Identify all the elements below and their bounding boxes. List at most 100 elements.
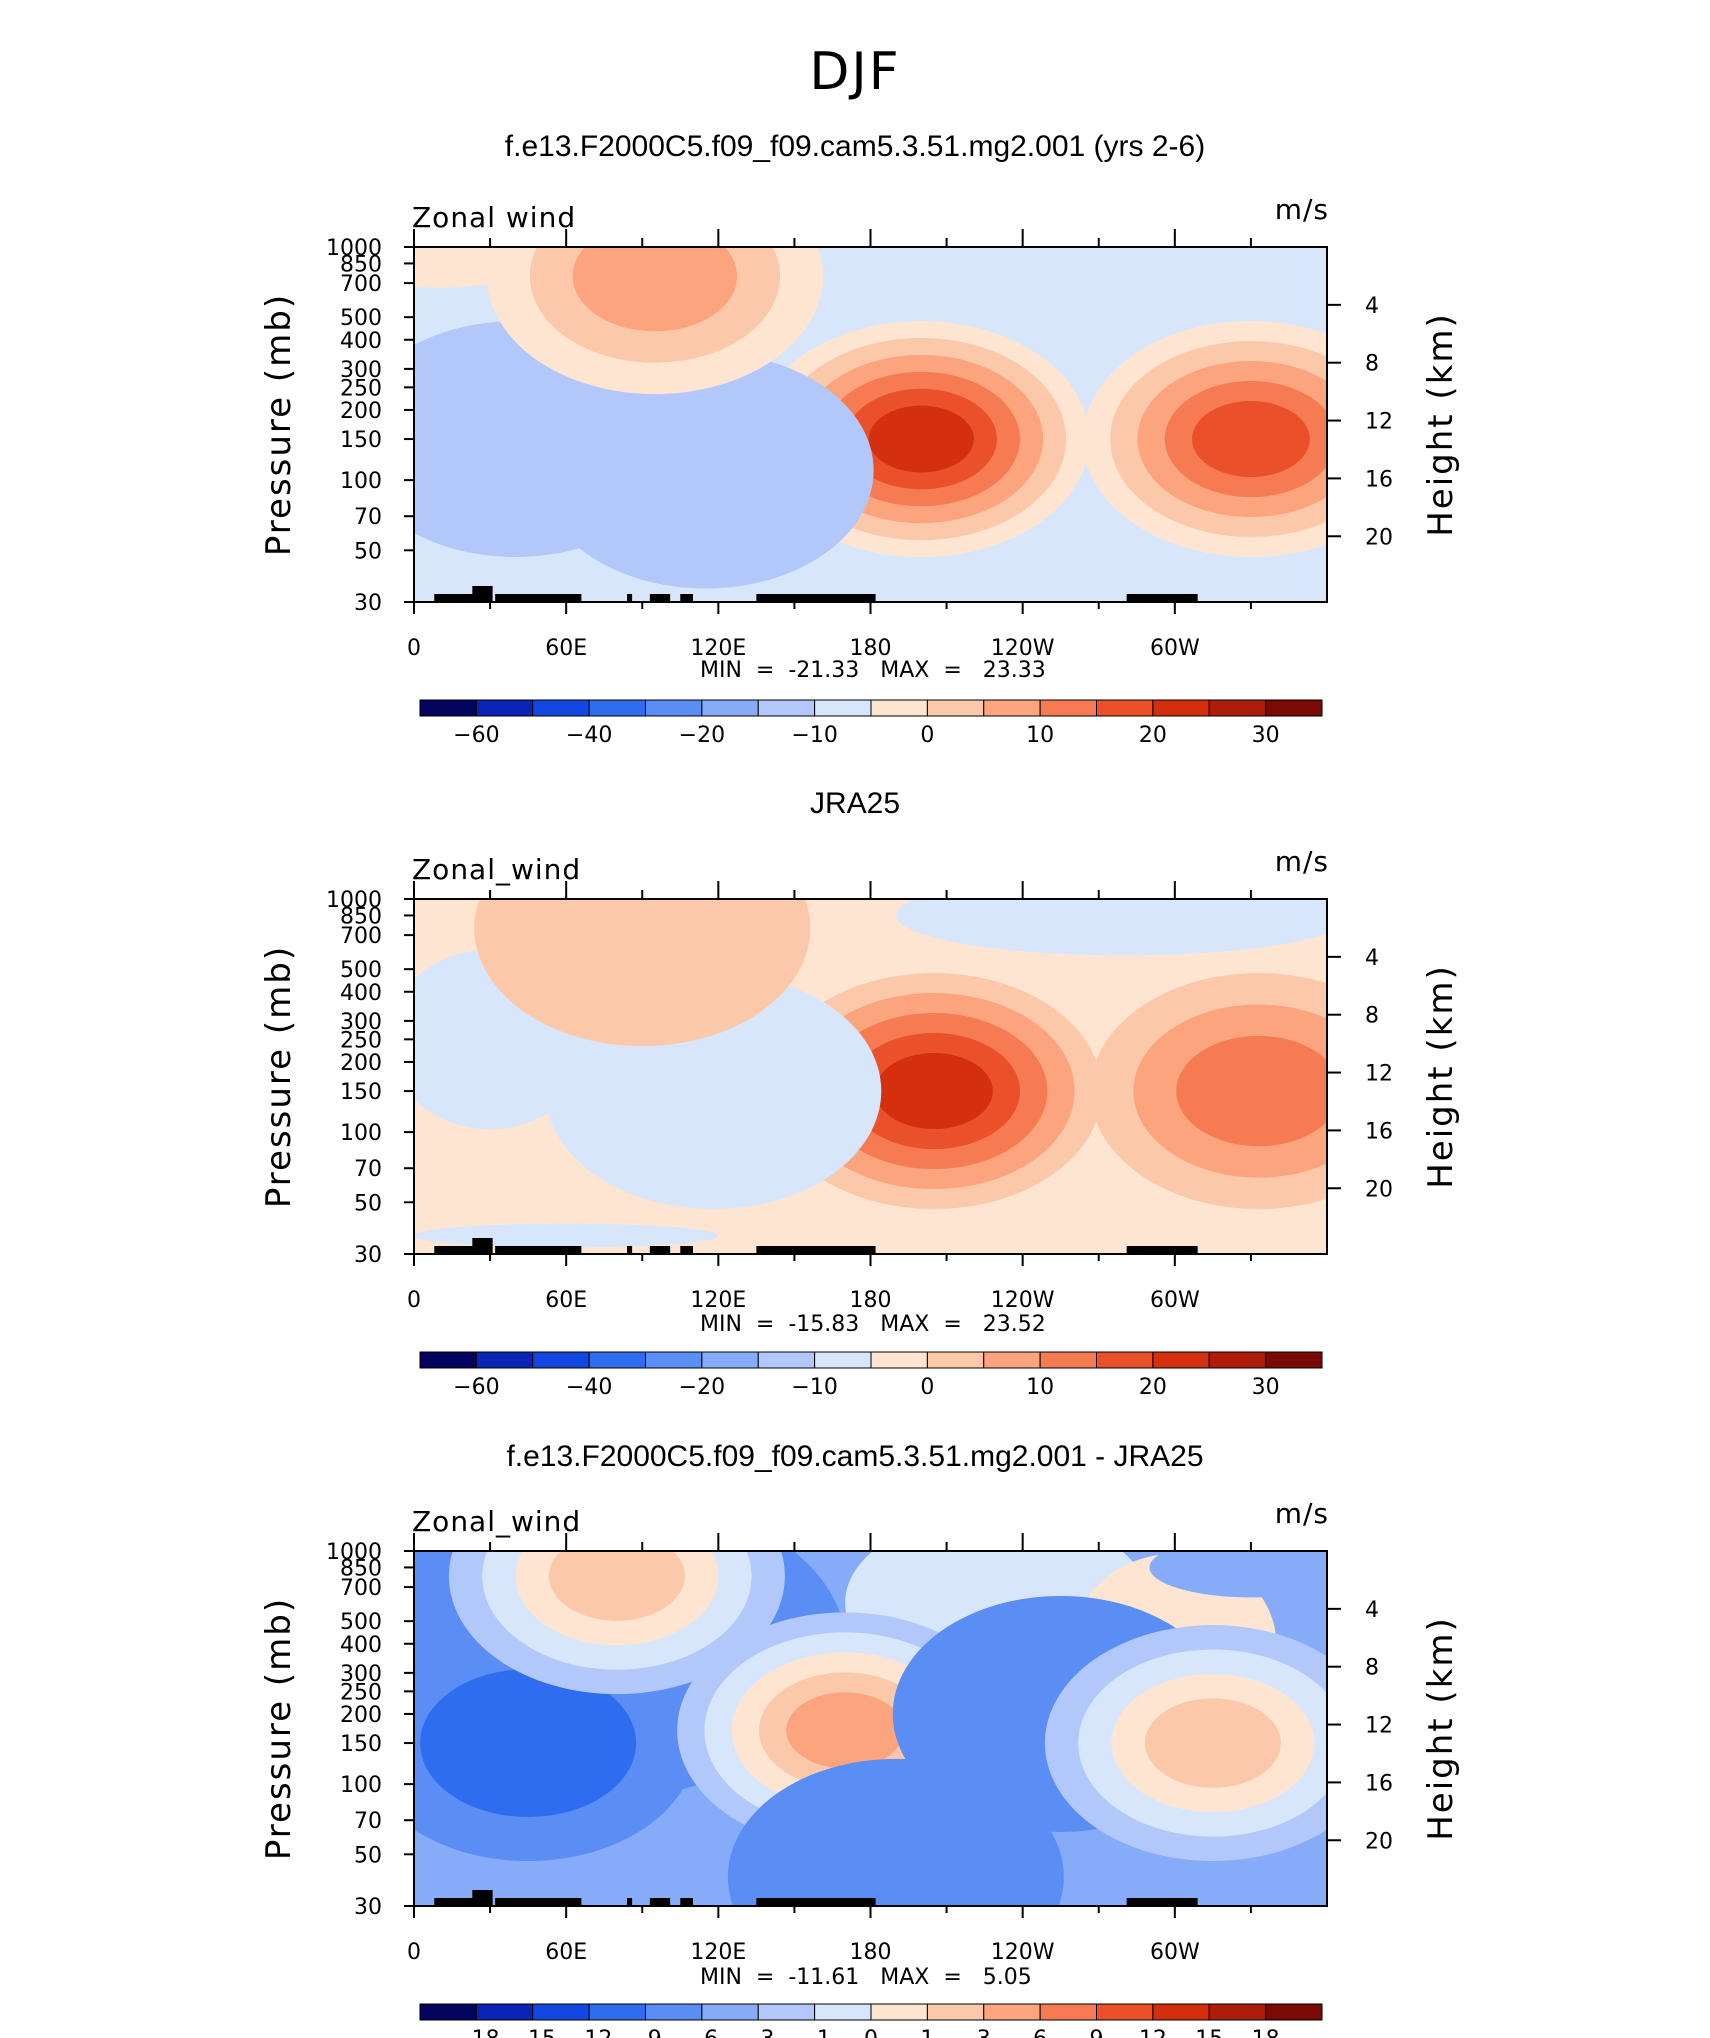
y-tick-label: 500: [340, 1610, 382, 1635]
colorbar-box: [983, 1351, 1041, 1369]
colorbar-label: −18: [453, 2027, 499, 2038]
colorbar-box: [814, 1351, 872, 1369]
colorbar-label: 0: [864, 2027, 878, 2038]
y-tick-label: 100: [340, 1773, 382, 1798]
data-contour: [874, 1053, 993, 1130]
colorbar-label: 18: [1252, 2027, 1280, 2038]
x-tick-label: 60E: [545, 636, 587, 661]
data-contour: [572, 247, 738, 332]
y-tick-label: 400: [340, 981, 382, 1006]
topography: [649, 594, 671, 602]
colorbar-box: [1208, 1351, 1267, 1369]
colorbar-box: [532, 2003, 590, 2021]
colorbar-label: 3: [977, 2027, 991, 2038]
x-tick-label: 120W: [991, 1940, 1055, 1965]
colorbar-label: −3: [742, 2027, 774, 2038]
topography: [434, 1246, 483, 1254]
colorbar-label: −60: [453, 723, 499, 748]
colorbar-box: [757, 1351, 816, 1369]
units-label: m/s: [1275, 193, 1329, 226]
y-tick-label: 150: [340, 428, 382, 453]
colorbar-label: 20: [1139, 1375, 1167, 1400]
x-tick-label: 180: [850, 1288, 892, 1313]
y-tick-label: 150: [340, 1732, 382, 1757]
x-tick-label: 120W: [991, 1288, 1055, 1313]
colorbar-label: 12: [1139, 2027, 1167, 2038]
y-tick-label: 300: [340, 1662, 382, 1687]
x-tick-label: 180: [850, 1940, 892, 1965]
colorbar-box: [645, 1351, 703, 1369]
x-tick-label: 0: [407, 1288, 421, 1313]
colorbar-label: −6: [686, 2027, 718, 2038]
x-tick-label: 60E: [545, 1288, 587, 1313]
y-tick-label: 500: [340, 306, 382, 331]
y-right-tick-label: 4: [1365, 946, 1379, 971]
colorbar-box: [1096, 699, 1154, 717]
y-tick-label: 150: [340, 1080, 382, 1105]
colorbar-label: −10: [791, 723, 837, 748]
y-right-tick-label: 12: [1365, 1062, 1393, 1087]
colorbar-box: [419, 2003, 477, 2021]
colorbar-label: −15: [510, 2027, 556, 2038]
plot-area: [414, 899, 1327, 1254]
y-tick-label: 250: [340, 376, 382, 401]
colorbar-box: [1039, 2003, 1097, 2021]
data-contour: [548, 1551, 685, 1621]
y-tick-label: 100: [340, 469, 382, 494]
y-tick-label: 850: [340, 1556, 382, 1581]
colorbar-box: [588, 699, 646, 717]
colorbar-box: [1265, 1351, 1323, 1369]
colorbar-box: [475, 2003, 534, 2021]
colorbar-box: [1039, 699, 1097, 717]
topography: [680, 1898, 693, 1906]
y-tick-label: 70: [354, 1157, 382, 1182]
x-tick-label: 0: [407, 1940, 421, 1965]
topography: [472, 1238, 493, 1254]
stats-readout: MIN = -21.33 MAX = 23.33: [700, 658, 1046, 683]
y-tick-label: 300: [340, 358, 382, 383]
topography: [756, 1246, 876, 1254]
colorbar-box: [588, 2003, 646, 2021]
data-contour: [1192, 401, 1310, 478]
data-contour: [786, 1692, 905, 1769]
colorbar-box: [1152, 699, 1210, 717]
stats-readout: MIN = -15.83 MAX = 23.52: [700, 1312, 1046, 1337]
y-tick-label: 400: [340, 329, 382, 354]
y-tick-label: 1000: [326, 1540, 382, 1565]
topography: [756, 1898, 876, 1906]
colorbar-box: [870, 1351, 928, 1369]
units-label: m/s: [1275, 845, 1329, 878]
y-tick-label: 70: [354, 505, 382, 530]
y-tick-label: 70: [354, 1809, 382, 1834]
plot-area: [414, 247, 1327, 602]
units-label: m/s: [1275, 1497, 1329, 1530]
y-right-tick-label: 8: [1365, 1656, 1379, 1681]
colorbar-label: −12: [566, 2027, 612, 2038]
panel-title: f.e13.F2000C5.f09_f09.cam5.3.51.mg2.001 …: [504, 130, 1206, 163]
y-tick-label: 700: [340, 924, 382, 949]
colorbar-box: [419, 699, 477, 717]
colorbar-label: −40: [566, 1375, 612, 1400]
topography: [680, 594, 693, 602]
y-right-tick-label: 20: [1365, 1829, 1393, 1854]
colorbar: −60 −40 −20 −10 0 10 20 30: [419, 699, 1323, 748]
y-right-tick-label: 16: [1365, 467, 1393, 492]
topography: [627, 1898, 633, 1906]
topography: [495, 1246, 582, 1254]
data-contour: [868, 405, 974, 473]
y-right-tick-label: 8: [1365, 352, 1379, 377]
y-tick-label: 250: [340, 1680, 382, 1705]
colorbar-box: [1096, 1351, 1154, 1369]
x-tick-label: 60E: [545, 1940, 587, 1965]
y-tick-label: 200: [340, 399, 382, 424]
colorbar-box: [701, 699, 759, 717]
y-tick-label: 300: [340, 1010, 382, 1035]
x-tick-label: 120E: [690, 1288, 746, 1313]
figure-title: DJF: [809, 42, 901, 102]
colorbar-box: [645, 699, 703, 717]
data-contour: [420, 1669, 637, 1818]
colorbar-box: [983, 699, 1041, 717]
topography: [434, 594, 483, 602]
topography: [472, 586, 493, 602]
colorbar: −60 −40 −20 −10 0 10 20 30: [419, 1351, 1323, 1400]
